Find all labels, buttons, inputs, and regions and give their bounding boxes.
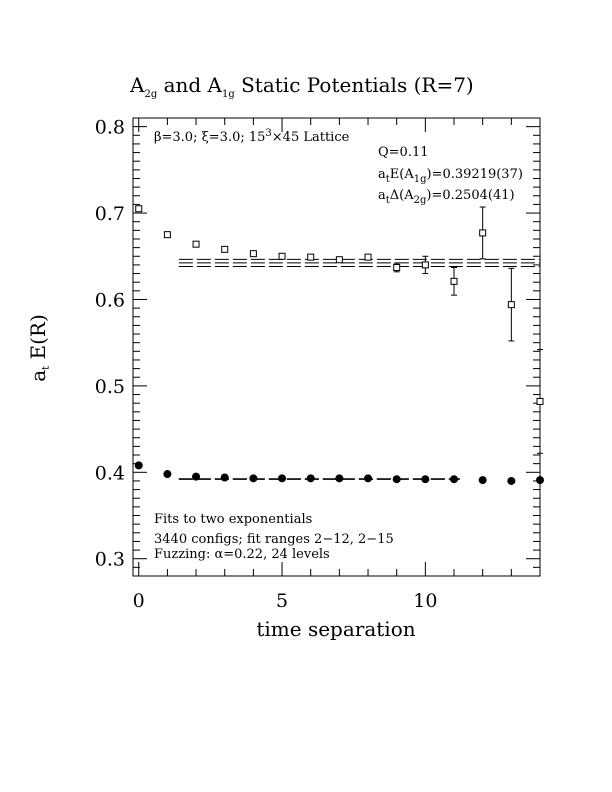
data-point-circle [507,476,516,485]
x-tick-label: 10 [413,590,437,612]
data-point-circle [392,475,401,484]
chart-title: A2g and A1g Static Potentials (R=7) [129,73,474,100]
data-point-circle [364,474,373,483]
data-point-square [421,261,429,269]
data-point-square [507,301,515,309]
lattice-annotation: β=3.0; ξ=3.0; 153×45 Lattice [154,128,350,145]
a1g-annotation: atE(A1g)=0.39219(37) [378,167,523,185]
y-tick-label: 0.7 [95,203,125,225]
axis-ticks [133,118,541,576]
data-point-circle [134,461,143,470]
a2g-annotation: atΔ(A2g)=0.2504(41) [378,188,515,206]
data-point-square [364,253,372,261]
plot-frame [132,117,541,577]
fits-annotation-line1: Fits to two exponentials [154,512,312,527]
fits-annotation-line2: 3440 configs; fit ranges 2−12, 2−15 [154,532,394,547]
fit-bands [178,258,540,480]
x-axis-title: time separation [256,617,415,641]
data-point-square [249,250,257,258]
x-tick-label: 5 [276,590,288,612]
series-open-squares [135,205,544,454]
data-point-circle [249,474,258,483]
data-point-circle [278,474,287,483]
data-point-square [536,397,544,405]
data-point-square [278,252,286,260]
data-point-circle [478,476,487,485]
x-tick-labels: 0 5 10 [133,590,438,612]
data-point-square [393,263,401,271]
data-point-circle [220,473,229,482]
data-point-circle [306,474,315,483]
x-tick-label: 0 [133,590,145,612]
data-point-square [135,205,143,213]
data-point-square [450,277,458,285]
data-point-square [335,256,343,264]
data-point-square [307,253,315,261]
y-tick-label: 0.6 [95,289,125,311]
data-point-square [192,240,200,248]
data-point-circle [536,476,544,485]
data-point-square [221,245,229,253]
data-point-circle [163,470,172,479]
data-point-circle [421,475,430,484]
data-point-circle [192,472,201,481]
series-filled-circles [134,461,544,485]
q-annotation: Q=0.11 [378,145,429,160]
data-point-circle [450,475,459,484]
y-tick-label: 0.5 [95,376,125,398]
y-axis-title: at E(R) [26,314,52,382]
data-point-square [479,229,487,237]
y-tick-label: 0.4 [95,462,125,484]
data-point-square [163,231,171,239]
y-tick-label: 0.8 [95,117,125,139]
fits-annotation-line3: Fuzzing: α=0.22, 24 levels [154,547,330,562]
y-tick-label: 0.3 [95,549,125,571]
y-tick-labels: 0.3 0.4 0.5 0.6 0.7 0.8 [95,117,125,571]
data-point-circle [335,474,344,483]
